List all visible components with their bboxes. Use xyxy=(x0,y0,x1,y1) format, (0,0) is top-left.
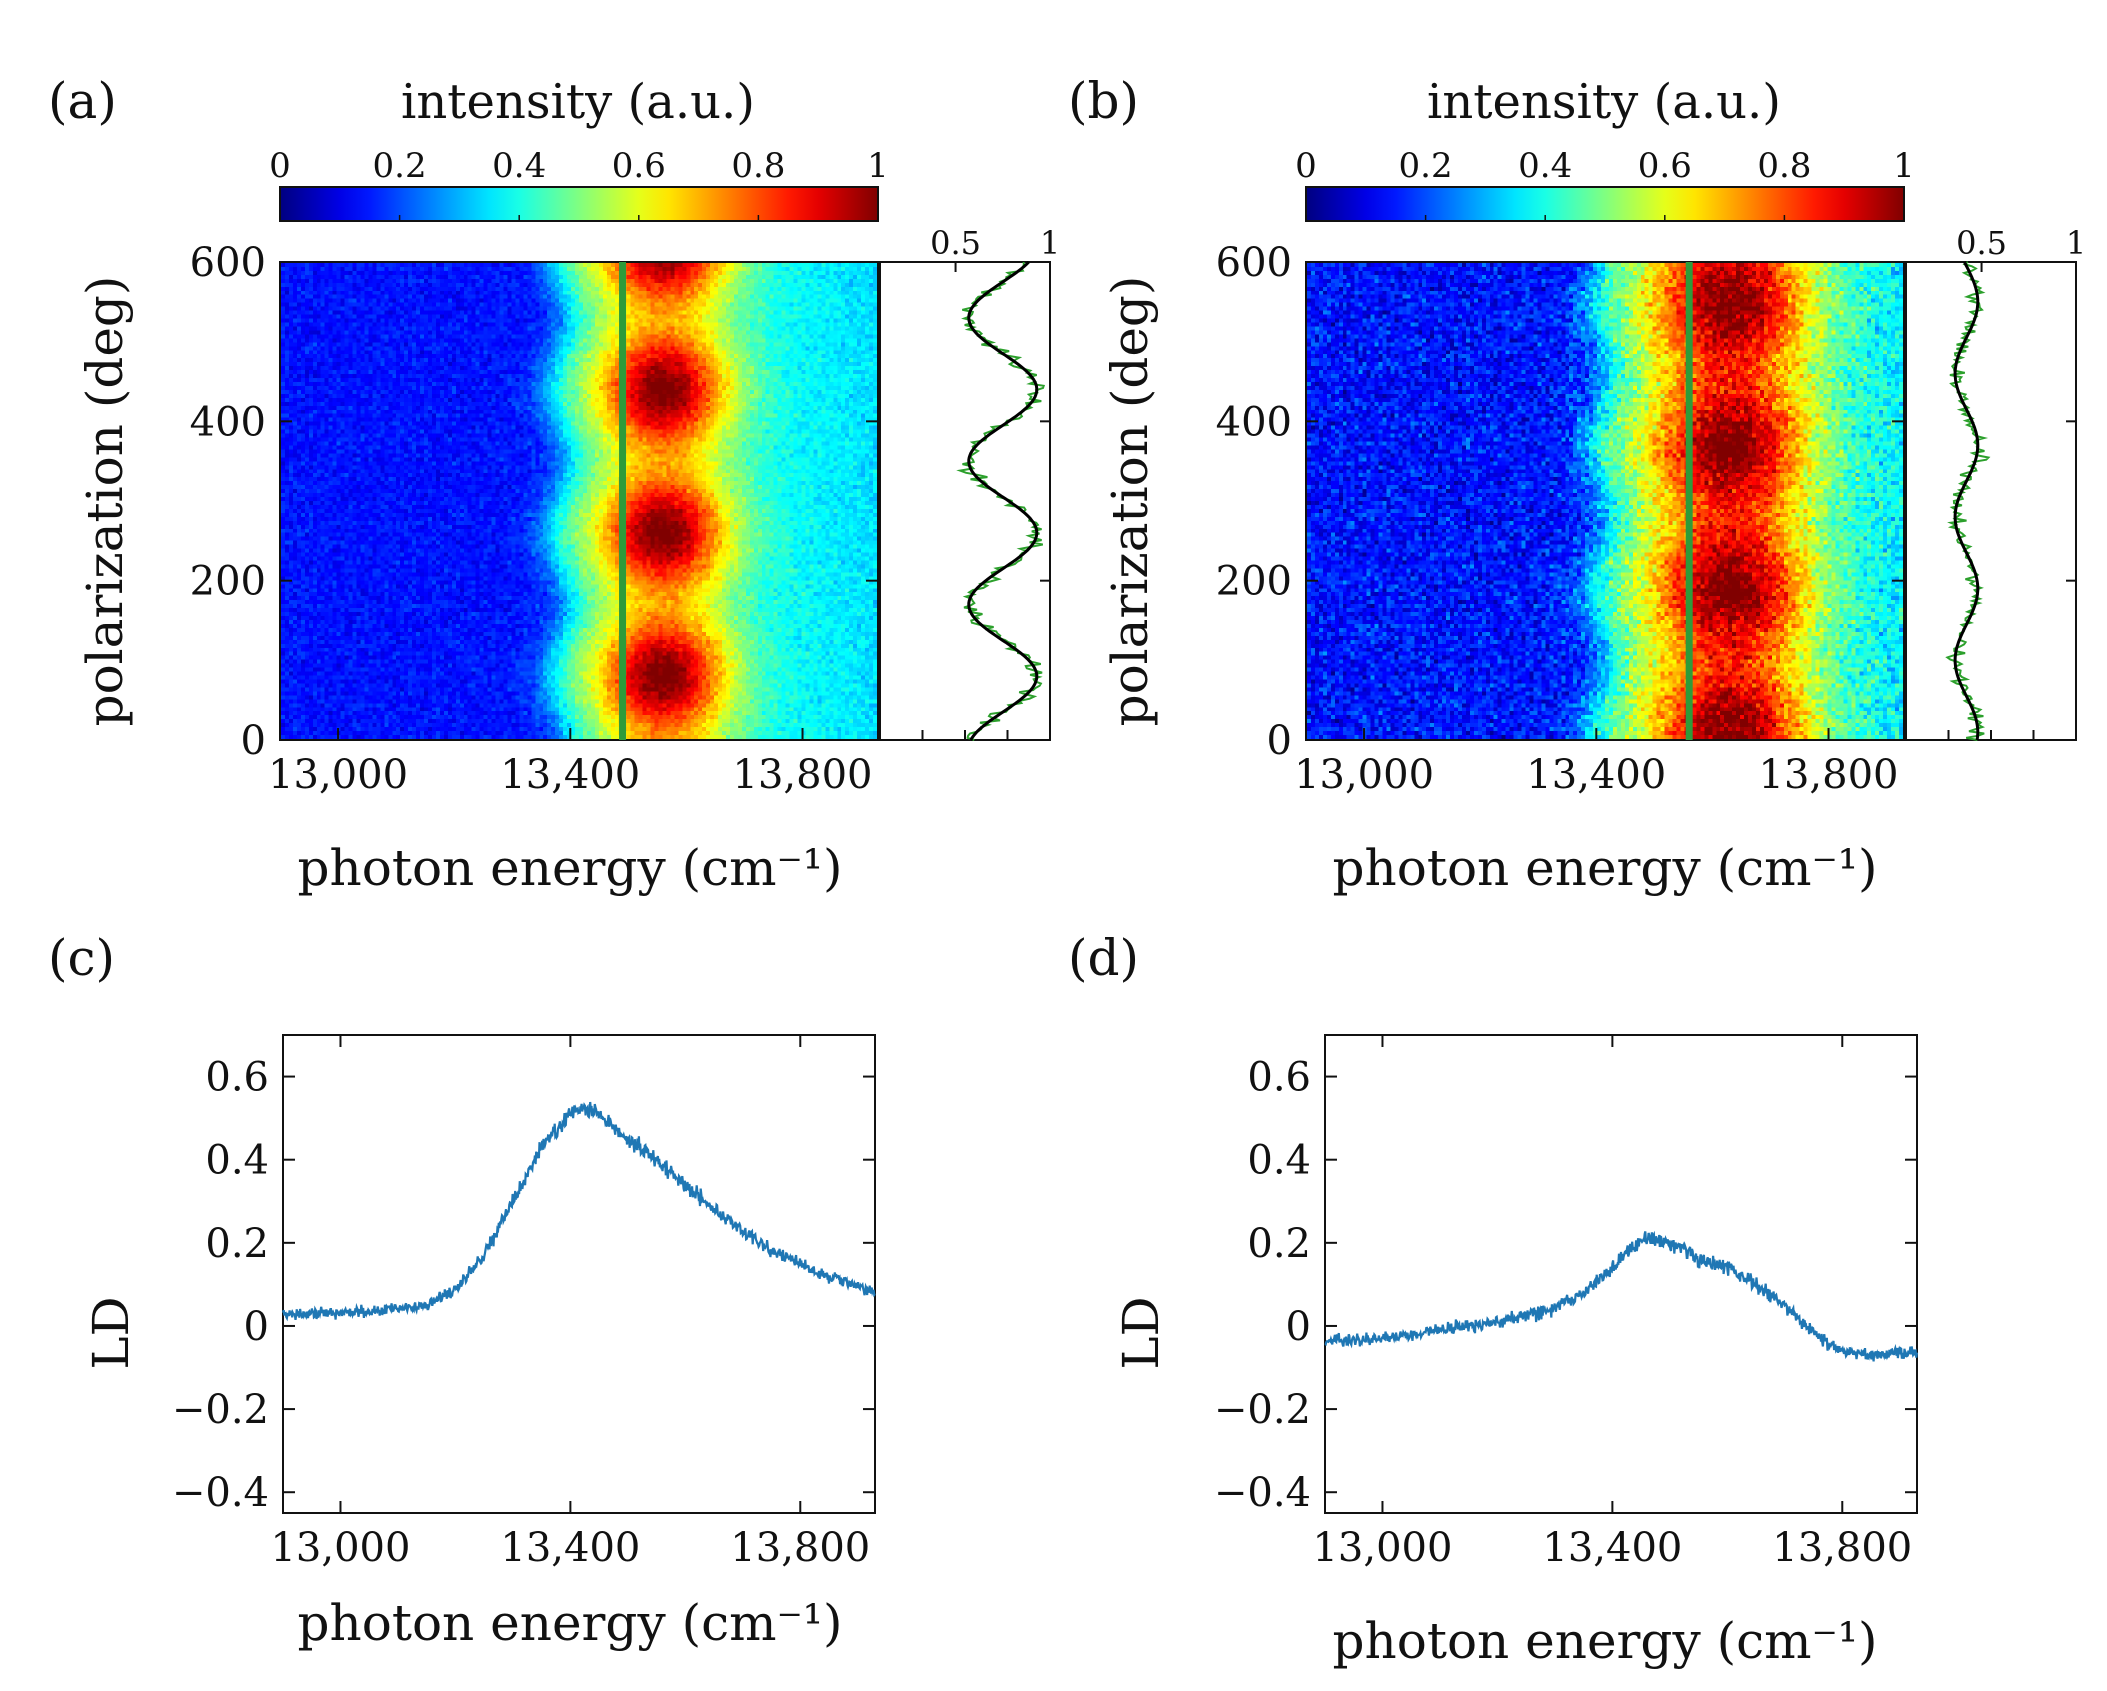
panel-d-plot-frame xyxy=(1324,1034,1918,1514)
y-tick-label: 0.6 xyxy=(205,1055,269,1101)
y-tick-label: 200 xyxy=(190,559,266,605)
panel-d-axes: −0.4 −0.2 0 0.2 0.4 0.6 13,000 13,400 13,800 xyxy=(1214,1035,1917,1571)
colorbar-tick-label: 0 xyxy=(1295,146,1317,186)
x-tick-label: 13,000 xyxy=(1312,1525,1452,1571)
side-slice-fit xyxy=(1953,261,1980,741)
y-tick-label: 0 xyxy=(244,1304,269,1350)
y-tick-label: 0.2 xyxy=(1247,1221,1311,1267)
ld-series-line xyxy=(1324,1230,1919,1362)
panel-b: (b) intensity (a.u.) 0 0.2 0.4 0.6 0.8 1 0.5 1… xyxy=(1068,72,2086,897)
y-tick-label: 400 xyxy=(1216,399,1292,445)
colorbar-tick-label: 0.2 xyxy=(373,146,427,186)
y-tick-label: −0.4 xyxy=(1214,1470,1311,1516)
panel-a-colorbar xyxy=(279,186,879,222)
panel-c: (c) −0.4 −0.2 0 0.2 0.4 0.6 13,000 13,400 13,800… xyxy=(48,929,876,1652)
y-tick-label: 400 xyxy=(190,399,266,445)
panel-c-series xyxy=(281,1101,876,1322)
y-tick-label: 200 xyxy=(1216,559,1292,605)
side-x-tick-label: 1 xyxy=(2066,224,2086,262)
panel-d-series xyxy=(1324,1230,1919,1362)
panel-b-ylabel: polarization (deg) xyxy=(1101,276,1159,727)
panel-c-axes: −0.4 −0.2 0 0.2 0.4 0.6 13,000 13,400 13,800 xyxy=(172,1035,875,1571)
panel-a-side-panel: 0.5 1 xyxy=(879,224,1060,741)
x-tick-label: 13,000 xyxy=(1294,752,1434,798)
x-tick-label: 13,000 xyxy=(270,1525,410,1571)
side-x-tick-label: 0.5 xyxy=(1956,224,2007,262)
panel-b-heatmap xyxy=(1307,262,1903,740)
x-tick-label: 13,800 xyxy=(1772,1525,1912,1571)
colorbar-tick-label: 0.6 xyxy=(612,146,666,186)
panel-b-axes: 0 200 400 600 13,000 13,400 13,800 xyxy=(1216,240,1904,798)
x-tick-label: 13,400 xyxy=(500,752,640,798)
y-tick-label: 0.4 xyxy=(205,1138,269,1184)
panel-a-colorbar-label: intensity (a.u.) xyxy=(401,74,755,130)
colorbar-gradient xyxy=(280,187,878,221)
y-tick-label: 600 xyxy=(190,240,266,286)
panel-b-side-panel: 0.5 1 xyxy=(1905,224,2086,741)
panel-a-heatmap xyxy=(281,262,877,740)
colorbar-tick-label: 0.8 xyxy=(1757,146,1811,186)
panel-b-heatmap-frame xyxy=(1305,261,1905,741)
x-tick-label: 13,400 xyxy=(1526,752,1666,798)
panel-c-ylabel: LD xyxy=(82,1296,140,1369)
heatmap-image xyxy=(281,263,877,739)
side-slice-data xyxy=(1945,261,1991,741)
colorbar-tick-label: 1 xyxy=(1893,146,1915,186)
side-x-tick-label: 0.5 xyxy=(930,224,981,262)
x-tick-label: 13,400 xyxy=(1542,1525,1682,1571)
x-tick-label: 13,800 xyxy=(1759,752,1899,798)
panel-d-xlabel: photon energy (cm⁻¹) xyxy=(1333,1612,1878,1670)
colorbar-tick-label: 0.4 xyxy=(492,146,546,186)
colorbar-tick-label: 0.2 xyxy=(1399,146,1453,186)
panel-b-xlabel: photon energy (cm⁻¹) xyxy=(1333,839,1878,897)
panel-a-ylabel: polarization (deg) xyxy=(76,276,134,727)
panel-d-ylabel: LD xyxy=(1112,1296,1170,1369)
x-tick-label: 13,000 xyxy=(268,752,408,798)
colorbar-tick-label: 0.4 xyxy=(1518,146,1572,186)
x-tick-label: 13,800 xyxy=(733,752,873,798)
y-tick-label: 0.4 xyxy=(1247,1138,1311,1184)
panel-b-colorbar-label: intensity (a.u.) xyxy=(1427,74,1781,130)
colorbar-tick-label: 0.6 xyxy=(1638,146,1692,186)
x-tick-label: 13,800 xyxy=(730,1525,870,1571)
panel-b-colorbar-ticks: 0 0.2 0.4 0.6 0.8 1 xyxy=(1295,146,1915,221)
panel-a-heatmap-frame xyxy=(279,261,879,741)
side-panel-frame xyxy=(1905,261,2077,741)
colorbar-tick-label: 1 xyxy=(867,146,889,186)
y-tick-label: 0 xyxy=(1286,1304,1311,1350)
heatmap-image xyxy=(1307,263,1903,739)
y-tick-label: 0.2 xyxy=(205,1221,269,1267)
panel-a-colorbar-ticks: 0 0.2 0.4 0.6 0.8 1 xyxy=(269,146,889,221)
y-tick-label: −0.4 xyxy=(172,1470,269,1516)
colorbar-gradient xyxy=(1306,187,1904,221)
panel-d-label: (d) xyxy=(1068,929,1139,987)
panel-a-xlabel: photon energy (cm⁻¹) xyxy=(298,839,843,897)
side-x-tick-label: 1 xyxy=(1040,224,1060,262)
panel-b-colorbar xyxy=(1305,186,1905,222)
panel-c-plot-frame xyxy=(282,1034,876,1514)
y-tick-label: −0.2 xyxy=(172,1387,269,1433)
panel-a-axes: 0 200 400 600 13,000 13,400 13,800 xyxy=(190,240,878,798)
side-slice-fit xyxy=(967,260,1039,741)
panel-d: (d) −0.4 −0.2 0 0.2 0.4 0.6 13,000 13,400 13,800… xyxy=(1068,929,1919,1670)
ld-series-line xyxy=(281,1101,876,1322)
panel-a: (a) intensity (a.u.) 0 0.2 0.4 0.6 0.8 1 0.5 1… xyxy=(48,72,1060,897)
side-slice-data xyxy=(956,261,1046,741)
y-tick-label: 0.6 xyxy=(1247,1055,1311,1101)
y-tick-label: 0 xyxy=(241,718,266,764)
panel-c-label: (c) xyxy=(48,929,115,987)
y-tick-label: 0 xyxy=(1267,718,1292,764)
x-tick-label: 13,400 xyxy=(500,1525,640,1571)
y-tick-label: 600 xyxy=(1216,240,1292,286)
colorbar-tick-label: 0 xyxy=(269,146,291,186)
panel-b-label: (b) xyxy=(1068,72,1139,130)
colorbar-tick-label: 0.8 xyxy=(731,146,785,186)
y-tick-label: −0.2 xyxy=(1214,1387,1311,1433)
panel-a-label: (a) xyxy=(48,72,117,130)
side-panel-frame xyxy=(879,261,1051,741)
panel-c-xlabel: photon energy (cm⁻¹) xyxy=(298,1594,843,1652)
